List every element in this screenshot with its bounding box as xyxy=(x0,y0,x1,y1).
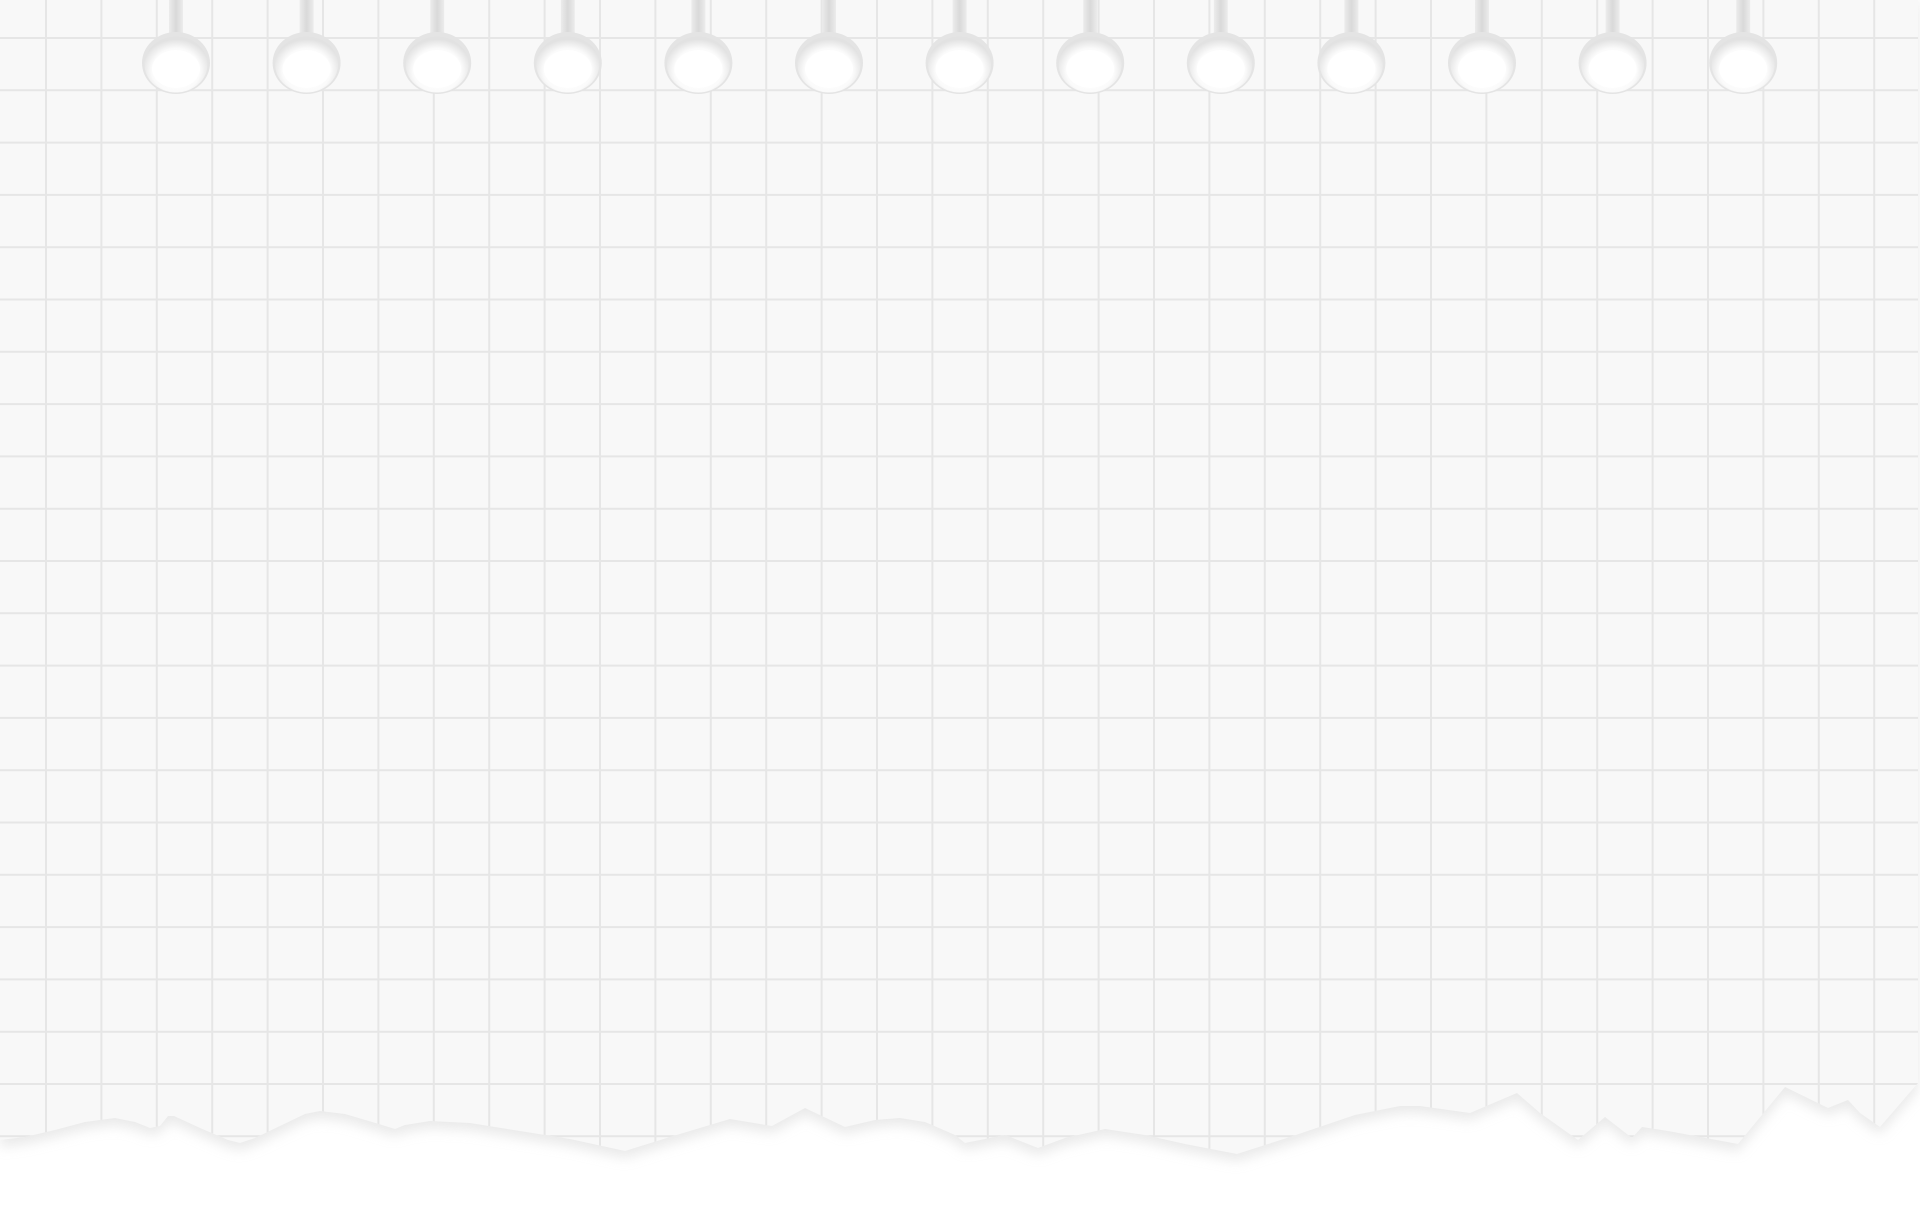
hole-highlight xyxy=(543,50,592,88)
binding-hole xyxy=(925,0,994,94)
binding-hole xyxy=(1186,0,1255,94)
hole-highlight xyxy=(1327,50,1376,88)
hole-highlight xyxy=(1066,50,1115,88)
hole-highlight xyxy=(805,50,853,88)
binding-hole xyxy=(1578,0,1647,94)
hole-highlight xyxy=(282,50,331,88)
binding-hole xyxy=(1448,0,1516,94)
binding-hole xyxy=(533,0,602,94)
hole-highlight xyxy=(1719,50,1768,88)
binding-hole xyxy=(795,0,863,94)
binding-hole xyxy=(1056,0,1125,94)
binding-hole xyxy=(142,0,210,94)
hole-highlight xyxy=(674,50,723,88)
binding-hole xyxy=(403,0,472,94)
hole-highlight xyxy=(1588,50,1637,88)
hole-highlight xyxy=(1196,50,1245,88)
hole-highlight xyxy=(1458,50,1506,88)
binding-hole xyxy=(664,0,733,94)
binding-hole xyxy=(1317,0,1386,94)
binding-hole xyxy=(1709,0,1778,94)
hole-highlight xyxy=(413,50,462,88)
hole-highlight xyxy=(935,50,984,88)
hole-highlight xyxy=(152,50,200,88)
binding-holes xyxy=(142,0,1778,94)
binding-hole xyxy=(272,0,341,94)
